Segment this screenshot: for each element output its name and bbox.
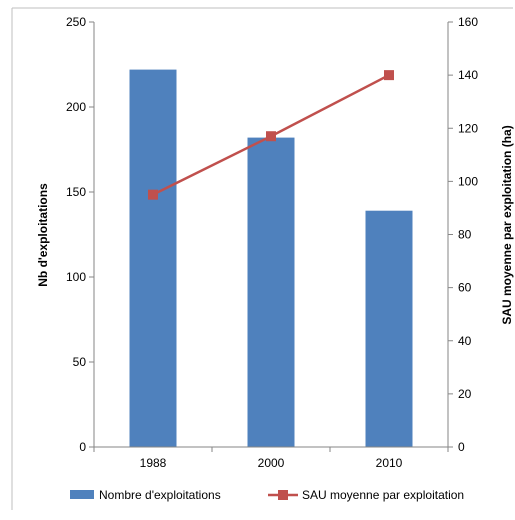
y-right-tick-label: 160 xyxy=(458,15,478,29)
legend-swatch-line-marker xyxy=(278,490,288,500)
y-left-axis-title: Nb d'exploitations xyxy=(36,183,50,287)
y-right-tick-label: 60 xyxy=(458,281,472,295)
y-right-tick-label: 80 xyxy=(458,228,472,242)
legend-swatch-bars xyxy=(70,490,94,499)
bar-2010 xyxy=(365,210,413,447)
y-left-tick-label: 150 xyxy=(66,185,86,199)
x-tick-label-2000: 2000 xyxy=(258,456,285,470)
y-left-tick-label: 100 xyxy=(66,270,86,284)
legend-label-bars: Nombre d'exploitations xyxy=(99,488,221,502)
bar-1988 xyxy=(129,69,177,447)
y-left-tick-label: 200 xyxy=(66,100,86,114)
bars-layer xyxy=(129,69,413,447)
y-right-tick-label: 120 xyxy=(458,121,478,135)
y-right-tick-label: 100 xyxy=(458,174,478,188)
x-tick-label-2010: 2010 xyxy=(376,456,403,470)
y-right-axis-title: SAU moyenne par exploitation (ha) xyxy=(500,125,514,324)
line-point-2010 xyxy=(384,70,394,81)
y-right-tick-label: 20 xyxy=(458,387,472,401)
legend-label-line: SAU moyenne par exploitation xyxy=(302,488,464,502)
x-tick-label-1988: 1988 xyxy=(140,456,167,470)
y-left-tick-label: 50 xyxy=(73,355,87,369)
y-right-tick-label: 0 xyxy=(458,440,465,454)
axes-layer: 0 50 100 150 200 250 0 20 40 60 80 100 120 140 160 1988… xyxy=(66,15,478,470)
y-right-tick-label: 140 xyxy=(458,68,478,82)
line-point-1988 xyxy=(148,189,158,200)
line-layer xyxy=(148,70,394,200)
line-point-2000 xyxy=(266,131,276,142)
legend: Nombre d'exploitations SAU moyenne par e… xyxy=(70,488,464,502)
y-left-tick-label: 0 xyxy=(79,440,86,454)
bar-2000 xyxy=(247,137,295,447)
y-left-tick-label: 250 xyxy=(66,15,86,29)
y-right-tick-label: 40 xyxy=(458,334,472,348)
